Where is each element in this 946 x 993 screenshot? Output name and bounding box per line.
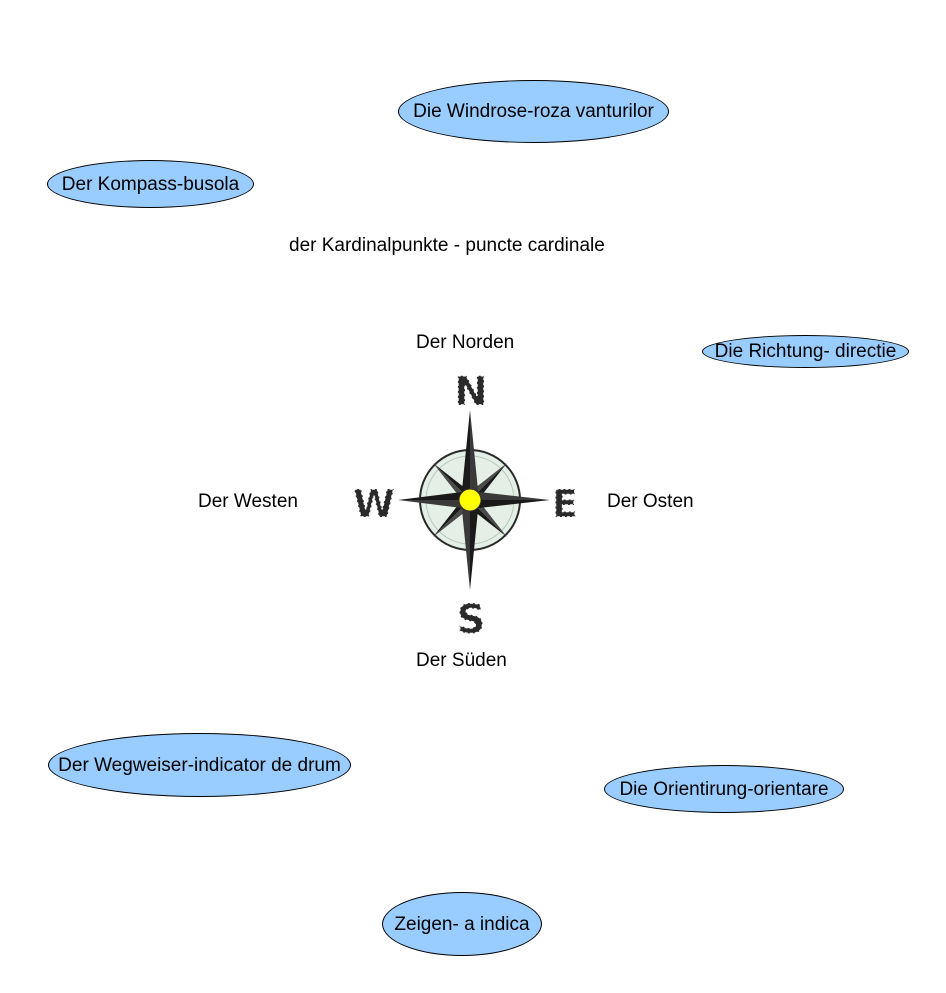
cardinal-heading: der Kardinalpunkte - puncte cardinale	[289, 235, 605, 256]
term-windrose-text: Die Windrose-roza vanturilor	[413, 101, 654, 122]
compass-center	[458, 488, 482, 512]
label-south: Der Süden	[416, 650, 507, 671]
compass-cardinal-points	[398, 410, 550, 590]
compass-letter-n: N	[454, 369, 487, 415]
term-orientierung: Die Orientirung-orientare	[604, 765, 844, 813]
term-kompass-text: Der Kompass-busola	[61, 173, 240, 195]
compass-diagonal-points	[433, 463, 507, 537]
term-windrose: Die Windrose-roza vanturilor	[398, 80, 669, 143]
term-wegweiser-text: Der Wegweiser-indicator de drum	[58, 754, 341, 776]
term-richtung-text: Die Richtung- directie	[714, 341, 897, 362]
compass-letter-s: S	[457, 597, 486, 636]
label-west: Der Westen	[198, 491, 298, 512]
label-east: Der Osten	[607, 491, 694, 512]
term-zeigen: Zeigen- a indica	[382, 892, 542, 956]
term-kompass: Der Kompass-busola	[47, 160, 254, 208]
term-wegweiser: Der Wegweiser-indicator de drum	[48, 733, 351, 797]
compass-rose-icon: N S W E	[352, 368, 578, 636]
label-north: Der Norden	[416, 332, 515, 353]
compass-letter-w: W	[353, 482, 395, 526]
term-orientierung-text: Die Orientirung-orientare	[619, 778, 829, 800]
term-richtung: Die Richtung- directie	[702, 335, 909, 368]
compass-letter-e: E	[552, 482, 578, 526]
term-zeigen-text: Zeigen- a indica	[394, 913, 530, 935]
